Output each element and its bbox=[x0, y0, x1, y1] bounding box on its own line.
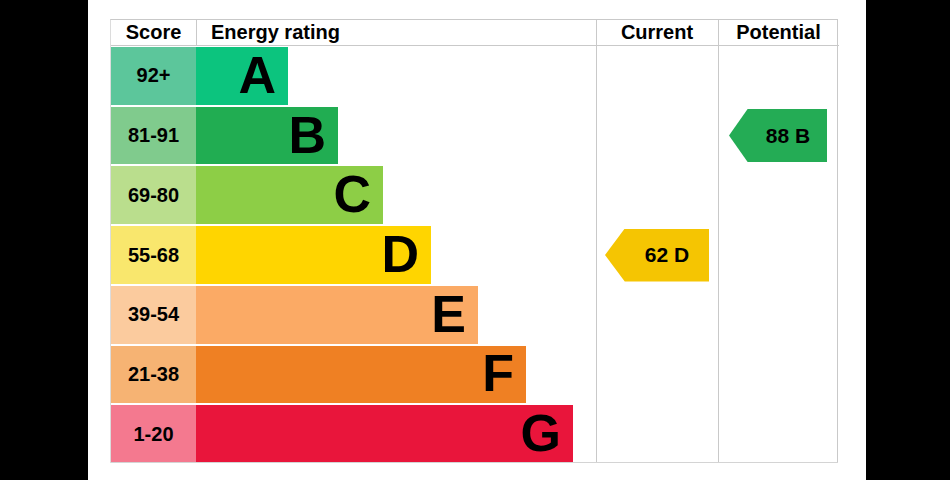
band-row-e: 39-54 E bbox=[111, 286, 839, 344]
band-row-f: 21-38 F bbox=[111, 346, 839, 404]
chart-right-border bbox=[837, 20, 838, 463]
epc-screenshot: Score Energy rating Current Potential 92… bbox=[0, 0, 950, 480]
band-bar-b: B bbox=[196, 107, 338, 165]
band-bar-d: D bbox=[196, 226, 431, 284]
band-letter-b: B bbox=[288, 109, 326, 161]
header-current: Current bbox=[596, 20, 718, 45]
band-bar-a: A bbox=[196, 47, 288, 105]
band-bar-c: C bbox=[196, 166, 383, 224]
rating-bands: 92+ A 81-91 B 69-80 C 55-68 D 39-54 E bbox=[111, 47, 839, 463]
band-bar-g: G bbox=[196, 405, 573, 463]
score-range-a: 92+ bbox=[111, 47, 196, 105]
band-letter-a: A bbox=[238, 49, 276, 101]
score-range-g: 1-20 bbox=[111, 405, 196, 463]
band-row-g: 1-20 G bbox=[111, 405, 839, 463]
header-score: Score bbox=[111, 20, 196, 45]
divider-energy-current bbox=[596, 20, 597, 463]
chart-bottom-border bbox=[111, 462, 838, 463]
band-row-d: 55-68 D bbox=[111, 226, 839, 284]
band-bar-e: E bbox=[196, 286, 478, 344]
score-range-d: 55-68 bbox=[111, 226, 196, 284]
header-energy-rating: Energy rating bbox=[196, 20, 596, 45]
band-row-c: 69-80 C bbox=[111, 166, 839, 224]
potential-rating-label: 88 B bbox=[766, 124, 810, 148]
band-letter-f: F bbox=[482, 347, 514, 399]
divider-current-potential bbox=[718, 20, 719, 463]
current-rating-label: 62 D bbox=[645, 243, 689, 267]
header-potential: Potential bbox=[718, 20, 839, 45]
band-bar-f: F bbox=[196, 346, 526, 404]
score-range-c: 69-80 bbox=[111, 166, 196, 224]
band-letter-e: E bbox=[431, 288, 466, 340]
score-range-f: 21-38 bbox=[111, 346, 196, 404]
score-range-e: 39-54 bbox=[111, 286, 196, 344]
chart-header-row: Score Energy rating Current Potential bbox=[111, 20, 839, 46]
band-letter-g: G bbox=[521, 407, 561, 459]
band-row-a: 92+ A bbox=[111, 47, 839, 105]
band-letter-d: D bbox=[381, 228, 419, 280]
chart-panel: Score Energy rating Current Potential 92… bbox=[88, 0, 866, 480]
band-letter-c: C bbox=[333, 168, 371, 220]
potential-rating-arrow: 88 B bbox=[729, 109, 827, 162]
score-range-b: 81-91 bbox=[111, 107, 196, 165]
current-rating-arrow: 62 D bbox=[605, 229, 709, 282]
energy-rating-chart: Score Energy rating Current Potential 92… bbox=[110, 19, 838, 463]
